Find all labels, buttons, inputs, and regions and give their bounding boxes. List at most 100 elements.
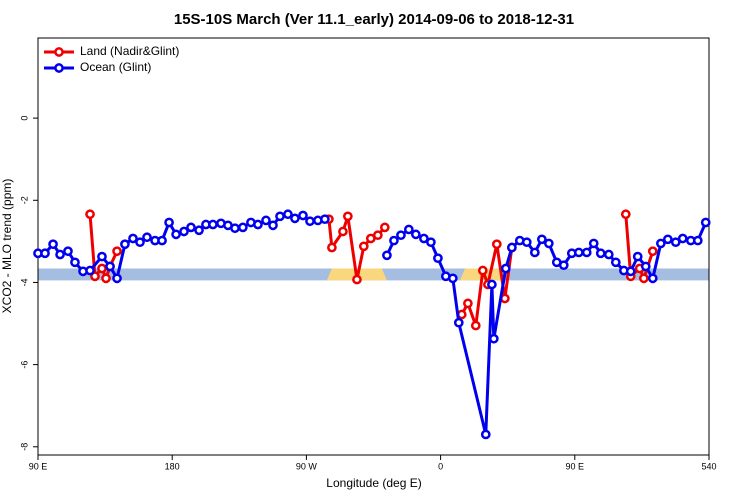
point-marker <box>283 209 293 220</box>
point-marker <box>112 273 122 284</box>
point-marker <box>85 209 95 220</box>
y-tick-label: -4 <box>19 278 29 286</box>
point-marker <box>97 251 107 262</box>
point-marker <box>70 257 80 268</box>
point-marker <box>105 261 115 272</box>
point-marker <box>372 230 383 241</box>
point-marker <box>112 246 122 257</box>
point-marker <box>171 229 181 240</box>
point-marker <box>677 233 688 244</box>
legend-label: Land (Nadir&Glint) <box>80 44 179 58</box>
y-tick-label: 0 <box>19 116 29 121</box>
legend-marker <box>54 47 64 57</box>
legend-marker <box>54 63 64 73</box>
x-axis-label: Longitude (deg E) <box>326 476 421 490</box>
point-marker <box>692 235 703 246</box>
point-marker <box>491 239 502 250</box>
point-marker <box>230 223 240 234</box>
point-marker <box>55 249 65 260</box>
point-marker <box>507 242 517 253</box>
point-marker <box>90 271 100 282</box>
point-marker <box>85 265 95 276</box>
point-marker <box>238 222 248 233</box>
point-marker <box>662 234 673 245</box>
point-marker <box>358 241 369 252</box>
point-marker <box>620 209 631 220</box>
point-marker <box>433 253 443 264</box>
point-marker <box>647 273 658 284</box>
point-marker <box>101 273 111 284</box>
point-marker <box>647 246 658 257</box>
point-marker <box>487 279 497 290</box>
y-tick-label: -8 <box>19 443 29 451</box>
point-marker <box>186 222 196 233</box>
chart-title: 15S-10S March (Ver 11.1_early) 2014-09-0… <box>174 11 574 28</box>
point-marker <box>610 257 621 268</box>
point-marker <box>670 237 681 248</box>
point-marker <box>382 250 392 261</box>
point-marker <box>640 261 651 272</box>
point-marker <box>463 298 473 309</box>
point-marker <box>470 320 481 331</box>
point-marker <box>558 260 569 271</box>
point-marker <box>500 263 511 274</box>
point-marker <box>426 237 436 248</box>
point-marker <box>521 237 532 248</box>
point-marker <box>194 225 204 236</box>
point-marker <box>208 219 218 230</box>
point-marker <box>480 429 491 440</box>
point-marker <box>379 222 390 233</box>
point-marker <box>573 247 584 258</box>
point-marker <box>410 229 421 240</box>
point-marker <box>477 265 488 276</box>
x-tick-label: 0 <box>438 461 443 471</box>
point-marker <box>253 219 263 230</box>
point-marker <box>544 238 554 249</box>
x-tick-label: 90 W <box>296 461 318 471</box>
point-marker <box>142 232 152 243</box>
point-marker <box>157 235 167 246</box>
point-marker <box>40 248 50 259</box>
point-marker <box>488 333 499 344</box>
point-marker <box>327 242 337 253</box>
point-marker <box>529 247 540 258</box>
point-marker <box>536 234 547 245</box>
point-marker <box>655 238 666 249</box>
point-marker <box>63 246 73 257</box>
y-axis-label: XCO2 - MLO trend (ppm) <box>0 179 14 314</box>
y-tick-label: -2 <box>19 196 29 204</box>
point-marker <box>595 248 606 259</box>
point-marker <box>268 220 278 231</box>
point-marker <box>179 226 189 237</box>
point-marker <box>128 233 138 244</box>
point-marker <box>320 214 330 225</box>
point-marker <box>290 213 300 224</box>
plot-frame <box>37 37 710 456</box>
point-marker <box>603 249 614 260</box>
point-marker <box>343 211 353 222</box>
point-marker <box>338 226 348 237</box>
x-tick-label: 540 <box>701 461 716 471</box>
point-marker <box>305 216 315 227</box>
point-marker <box>588 238 599 249</box>
point-marker <box>261 215 271 226</box>
point-marker <box>396 230 406 241</box>
series-line <box>38 212 708 436</box>
point-marker <box>700 217 711 228</box>
point-marker <box>48 239 58 250</box>
point-marker <box>164 217 174 228</box>
point-marker <box>632 251 643 262</box>
point-marker <box>389 235 399 246</box>
point-marker <box>453 317 464 328</box>
point-marker <box>275 211 285 222</box>
point-marker <box>403 224 414 235</box>
point-marker <box>625 266 636 277</box>
point-marker <box>97 263 107 274</box>
x-tick-label: 90 E <box>566 461 585 471</box>
x-tick-label: 90 E <box>29 461 48 471</box>
y-tick-label: -6 <box>19 361 29 369</box>
point-marker <box>419 233 429 244</box>
point-marker <box>638 273 649 284</box>
point-marker <box>581 247 592 258</box>
